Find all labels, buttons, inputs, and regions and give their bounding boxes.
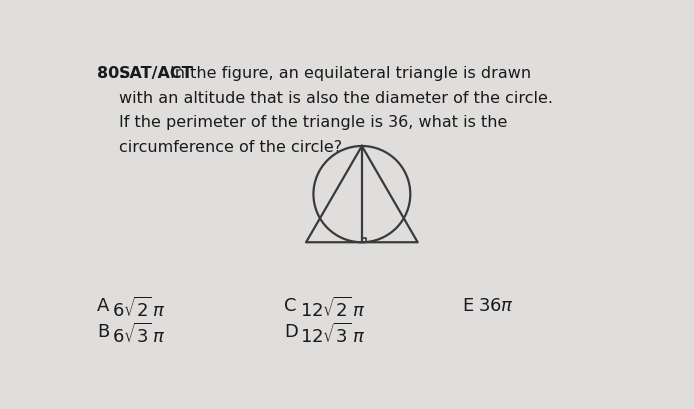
Text: $12\sqrt{3}\,\pi$: $12\sqrt{3}\,\pi$ xyxy=(300,322,365,346)
Text: B: B xyxy=(97,322,109,340)
Text: circumference of the circle?: circumference of the circle? xyxy=(119,140,342,155)
Text: In the figure, an equilateral triangle is drawn: In the figure, an equilateral triangle i… xyxy=(171,66,532,81)
Text: $6\sqrt{3}\,\pi$: $6\sqrt{3}\,\pi$ xyxy=(112,322,166,346)
Text: $6\sqrt{2}\,\pi$: $6\sqrt{2}\,\pi$ xyxy=(112,297,166,321)
Text: D: D xyxy=(285,322,298,340)
Text: E: E xyxy=(463,297,474,315)
Text: C: C xyxy=(285,297,297,315)
Text: A: A xyxy=(97,297,109,315)
Text: SAT/ACT: SAT/ACT xyxy=(119,66,194,81)
Text: $12\sqrt{2}\,\pi$: $12\sqrt{2}\,\pi$ xyxy=(300,297,365,321)
Text: 80.: 80. xyxy=(97,66,125,81)
Text: $36\pi$: $36\pi$ xyxy=(478,297,514,315)
Text: If the perimeter of the triangle is 36, what is the: If the perimeter of the triangle is 36, … xyxy=(119,115,508,130)
Text: with an altitude that is also the diameter of the circle.: with an altitude that is also the diamet… xyxy=(119,90,553,106)
